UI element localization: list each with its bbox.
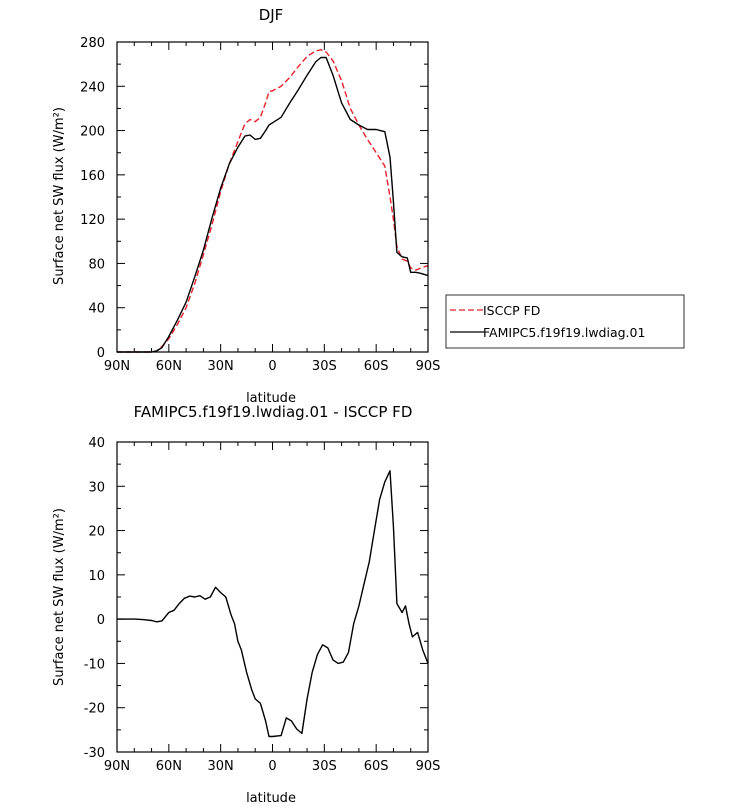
- x-tick-label: 90N: [104, 359, 130, 374]
- x-tick-label: 60N: [156, 359, 182, 374]
- bottom-chart: FAMIPC5.f19f19.lwdiag.01 - ISCCP FD lati…: [52, 403, 440, 806]
- legend-label-isccp: ISCCP FD: [483, 303, 540, 318]
- top-chart-ticks: 90N 60N 30N 0 30S 60S 90S 0 40 80 120 160 200 240 280: [80, 36, 440, 374]
- y-tick-label: -20: [84, 702, 105, 717]
- legend-label-famipc5: FAMIPC5.f19f19.lwdiag.01: [483, 325, 645, 340]
- top-chart-frame: [116, 41, 429, 353]
- y-tick-label: 240: [80, 80, 105, 95]
- y-tick-label: 30: [88, 480, 105, 495]
- y-tick-label: 80: [88, 257, 105, 272]
- bottom-chart-ylabel: Surface net SW flux (W/m²): [52, 508, 67, 686]
- y-tick-label: -10: [84, 657, 105, 672]
- series-line-0-0: [117, 49, 429, 353]
- y-tick-label: 10: [88, 569, 105, 584]
- x-tick-label: 60S: [364, 759, 389, 774]
- y-tick-label: 0: [97, 613, 105, 628]
- x-tick-label: 90N: [104, 759, 130, 774]
- x-tick-label: 30S: [312, 359, 337, 374]
- legend: ISCCP FD FAMIPC5.f19f19.lwdiag.01: [445, 294, 685, 349]
- x-tick-label: 30N: [208, 759, 234, 774]
- y-tick-label: 280: [80, 36, 105, 51]
- y-tick-label: 200: [80, 125, 105, 140]
- bottom-chart-xlabel: latitude: [246, 791, 296, 806]
- top-chart-title: DJF: [259, 6, 284, 24]
- x-tick-label: 30S: [312, 759, 337, 774]
- x-tick-label: 0: [268, 759, 276, 774]
- bottom-chart-lines: [117, 470, 429, 738]
- y-tick-label: 160: [80, 169, 105, 184]
- bottom-chart-title: FAMIPC5.f19f19.lwdiag.01 - ISCCP FD: [134, 403, 413, 421]
- series-line-0-1: [117, 56, 429, 353]
- x-tick-label: 30N: [208, 359, 234, 374]
- y-tick-label: 20: [88, 525, 105, 540]
- x-tick-label: 90S: [416, 759, 441, 774]
- series-line-1-0: [117, 470, 429, 738]
- top-chart-lines: [117, 49, 429, 353]
- x-tick-label: 0: [268, 359, 276, 374]
- legend-box: [445, 294, 685, 349]
- bottom-chart-frame: [116, 441, 429, 753]
- y-tick-label: -30: [84, 746, 105, 761]
- top-chart-xlabel: latitude: [246, 391, 296, 406]
- x-tick-label: 90S: [416, 359, 441, 374]
- x-tick-label: 60N: [156, 759, 182, 774]
- top-chart-ylabel: Surface net SW flux (W/m²): [52, 107, 67, 285]
- y-tick-label: 0: [97, 346, 105, 361]
- y-tick-label: 120: [80, 213, 105, 228]
- top-chart: DJF latitude Surface net SW flux (W/m²) …: [52, 6, 685, 406]
- bottom-chart-ticks: 90N 60N 30N 0 30S 60S 90S -30 -20 -10 0 10 20 30 40: [84, 436, 441, 774]
- x-tick-label: 60S: [364, 359, 389, 374]
- y-tick-label: 40: [88, 436, 105, 451]
- y-tick-label: 40: [88, 302, 105, 317]
